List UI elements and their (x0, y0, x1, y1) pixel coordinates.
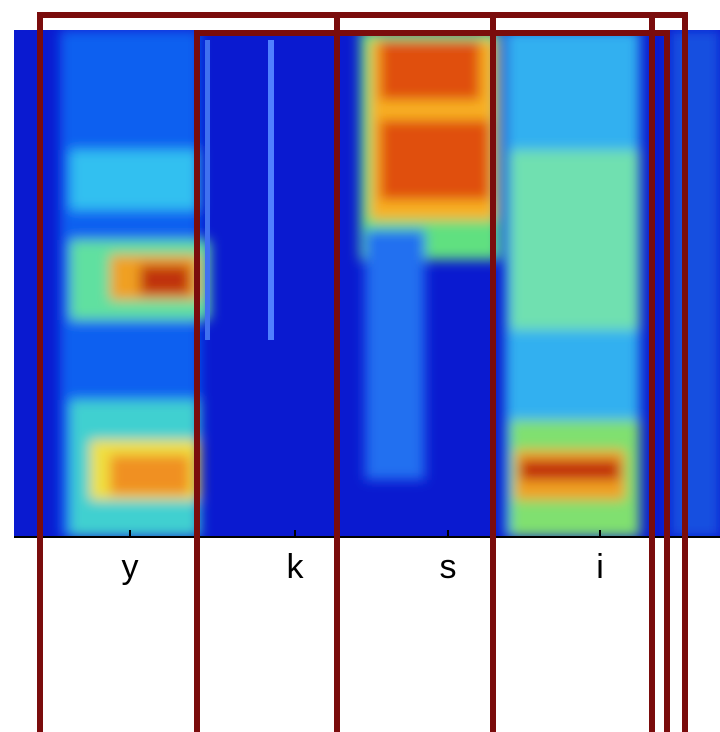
x-tick-label: i (596, 548, 604, 586)
heatmap (14, 30, 720, 537)
ticks (129, 530, 601, 537)
x-tick-label: y (122, 548, 139, 586)
x-tick-label: s (440, 548, 457, 586)
x-tick-label: k (287, 548, 305, 586)
window-boxes (37, 12, 688, 732)
